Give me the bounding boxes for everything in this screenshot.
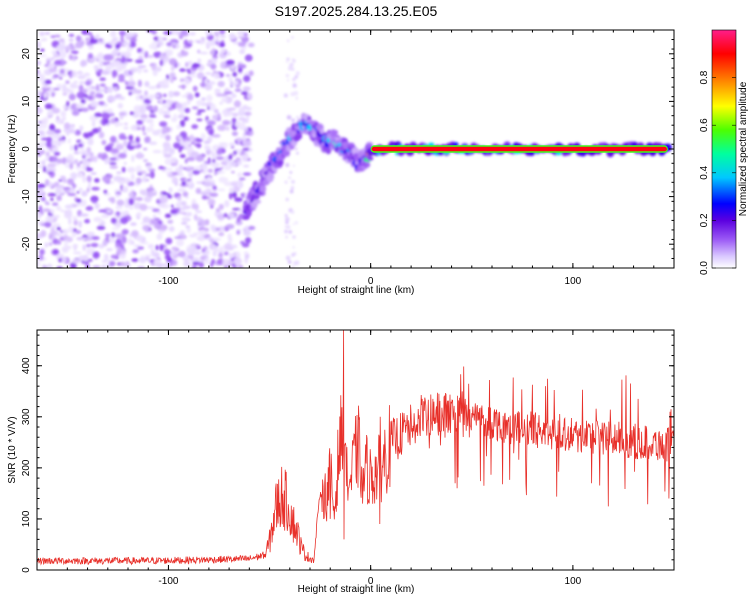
- colorbar-tick-label: 0.8: [699, 70, 710, 84]
- colorbar-ticks: 0.0 0.2 0.4 0.6 0.8: [699, 70, 736, 275]
- snr-xtick-label: -100: [158, 576, 178, 587]
- noise-texture: [37, 30, 300, 268]
- snr-frame: [36, 329, 675, 571]
- snr-xtick-label: 0: [368, 576, 374, 587]
- snr-ytick-label: 200: [21, 459, 32, 476]
- snr-panel: -100 0 100 0 100 200 300 400 Height of straight…: [7, 329, 675, 595]
- colorbar-tick-label: 0.0: [699, 261, 710, 275]
- colorbar-label: Normalized spectral amplitude: [738, 81, 749, 216]
- spectrogram-ytick-label: 0: [21, 146, 32, 152]
- figure-title: S197.2025.284.13.25.E05: [275, 3, 438, 19]
- spectrogram-xtick-label: 0: [368, 276, 374, 287]
- spectrogram-ytick-label: -10: [21, 189, 32, 204]
- snr-ytick-label: 100: [21, 510, 32, 527]
- colorbar-tick-label: 0.2: [699, 213, 710, 227]
- snr-xlabel: Height of straight line (km): [298, 584, 415, 595]
- spectrogram-ylabel: Frequency (Hz): [7, 115, 18, 184]
- snr-series-line: [37, 330, 674, 566]
- spectrogram-xlabel: Height of straight line (km): [298, 285, 415, 296]
- spectrogram-ytick-label: -20: [21, 237, 32, 252]
- spectrogram-xtick-label: -100: [158, 276, 178, 287]
- spectrogram-ytick-label: 10: [21, 95, 32, 107]
- spectrogram-plot-area: [37, 30, 672, 268]
- colorbar: 0.0 0.2 0.4 0.6 0.8 Normalized spectral ampl…: [699, 29, 749, 275]
- spectrogram-ytick-label: 20: [21, 48, 32, 60]
- snr-ylabel: SNR (10 * V/V): [7, 416, 18, 483]
- colorbar-tick-label: 0.6: [699, 118, 710, 132]
- snr-ytick-label: 0: [21, 567, 32, 573]
- spectrogram-xtick-label: 100: [565, 276, 582, 287]
- snr-xtick-label: 100: [565, 576, 582, 587]
- colorbar-tick-label: 0.4: [699, 165, 710, 179]
- colorbar-gradient: [711, 29, 737, 269]
- signal-track: [242, 112, 672, 220]
- snr-ytick-label: 300: [21, 408, 32, 425]
- snr-ytick-label: 400: [21, 357, 32, 374]
- snr-ticks: -100 0 100 0 100 200 300 400: [21, 330, 675, 587]
